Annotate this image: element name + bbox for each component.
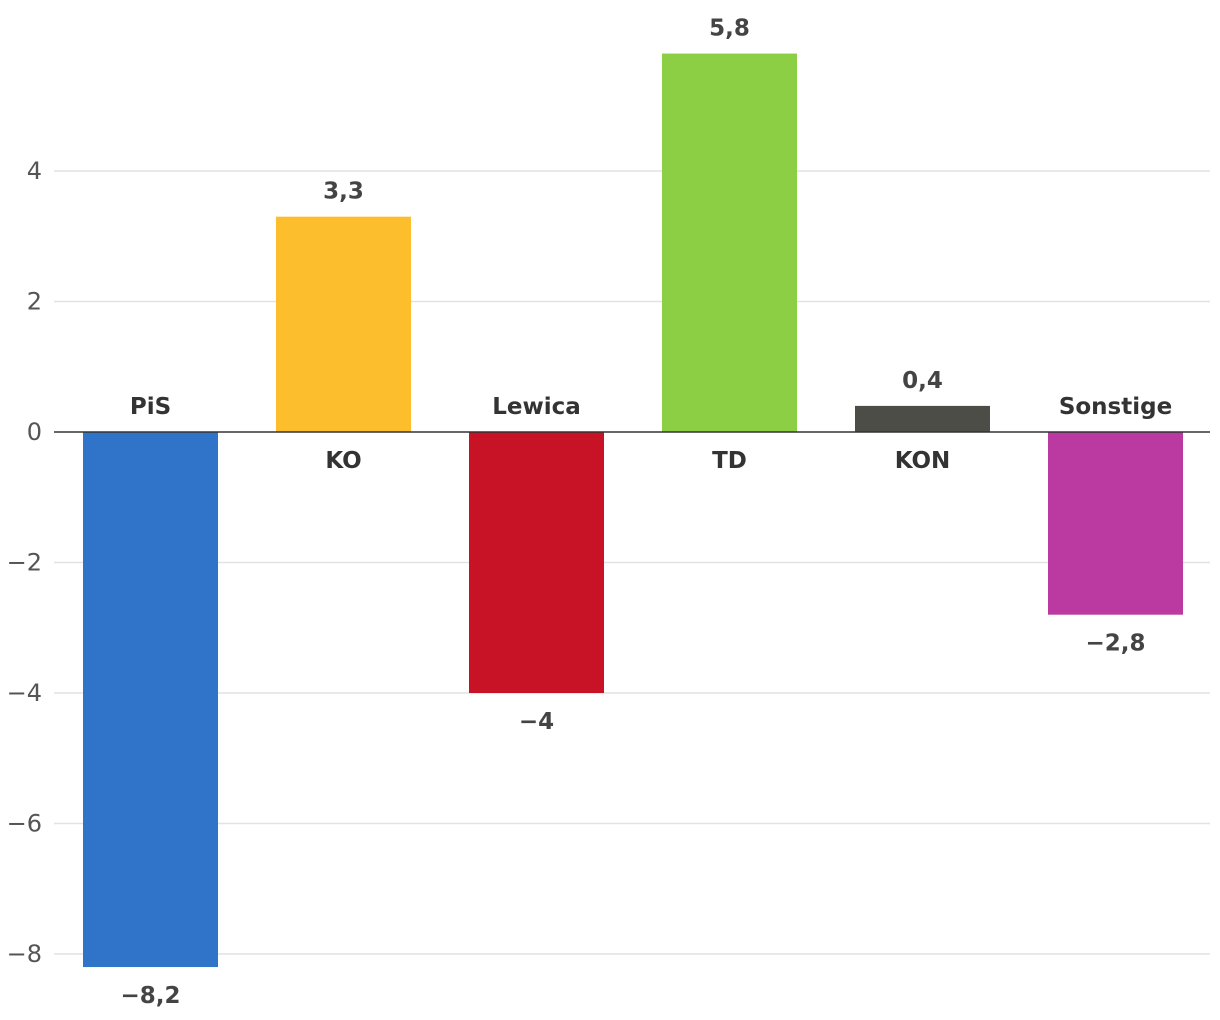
category-label: KON (895, 448, 951, 474)
bar-lewica (469, 432, 604, 693)
bar-kon (855, 405, 990, 432)
value-label: −4 (519, 709, 554, 735)
bar-td (662, 53, 797, 433)
category-label: PiS (130, 394, 171, 420)
category-label: TD (712, 448, 747, 474)
y-tick-label: −4 (7, 679, 42, 707)
y-tick-label: −6 (7, 810, 42, 838)
category-label: Lewica (492, 394, 581, 420)
grid-layer (54, 170, 1210, 955)
bar-sonstige (1048, 432, 1183, 615)
label-layer: 4 2 0 −2 −4 −6 −8 PiS −8,2 KO 3,3 Lewica −4 TD 5,8 KON 0… (7, 16, 1173, 1009)
category-label: Sonstige (1059, 394, 1172, 420)
value-label: 0,4 (902, 368, 943, 394)
bar-layer (83, 53, 1183, 968)
value-label: −2,8 (1085, 631, 1145, 657)
bar-ko (276, 216, 411, 432)
value-label: −8,2 (120, 983, 180, 1009)
bar-pis (83, 432, 218, 968)
y-tick-label: 2 (27, 288, 42, 316)
category-label: KO (325, 448, 361, 474)
y-tick-label: 4 (27, 157, 42, 185)
value-label: 5,8 (709, 16, 750, 42)
y-tick-label: −2 (7, 549, 42, 577)
y-tick-label: −8 (7, 940, 42, 968)
value-label: 3,3 (323, 179, 364, 205)
y-tick-label: 0 (27, 418, 42, 446)
